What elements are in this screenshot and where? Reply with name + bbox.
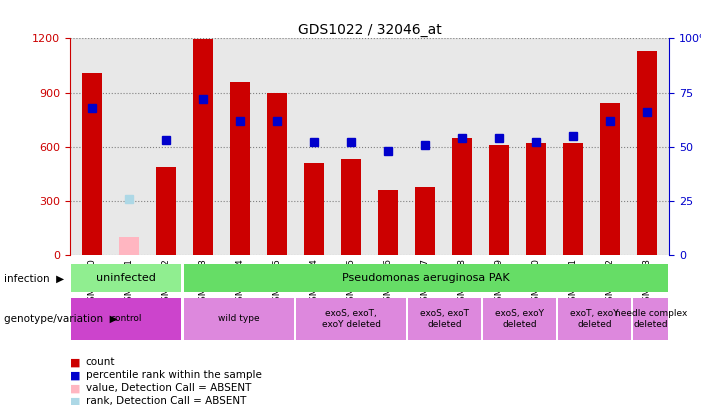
Bar <box>82 73 102 255</box>
Bar <box>184 264 668 292</box>
Text: ■: ■ <box>70 358 81 367</box>
Title: GDS1022 / 32046_at: GDS1022 / 32046_at <box>298 23 442 37</box>
Bar <box>184 298 294 340</box>
Text: count: count <box>86 358 115 367</box>
Text: infection  ▶: infection ▶ <box>4 273 64 283</box>
Bar <box>409 298 481 340</box>
Text: rank, Detection Call = ABSENT: rank, Detection Call = ABSENT <box>86 396 246 405</box>
Bar <box>489 145 510 255</box>
Bar <box>341 160 362 255</box>
Bar <box>230 82 250 255</box>
Text: value, Detection Call = ABSENT: value, Detection Call = ABSENT <box>86 384 251 393</box>
Text: ■: ■ <box>70 396 81 405</box>
Text: wild type: wild type <box>218 314 259 324</box>
Bar <box>72 264 182 292</box>
Text: exoT, exoY
deleted: exoT, exoY deleted <box>570 309 619 328</box>
Bar <box>304 163 325 255</box>
Bar <box>156 167 177 255</box>
Text: exoS, exoY
deleted: exoS, exoY deleted <box>495 309 544 328</box>
Text: control: control <box>111 314 142 324</box>
Bar <box>119 237 139 255</box>
Text: genotype/variation  ▶: genotype/variation ▶ <box>4 314 117 324</box>
Text: exoS, exoT,
exoY deleted: exoS, exoT, exoY deleted <box>322 309 381 328</box>
Bar <box>296 298 406 340</box>
Text: exoS, exoT
deleted: exoS, exoT deleted <box>420 309 469 328</box>
Bar <box>600 103 620 255</box>
Text: percentile rank within the sample: percentile rank within the sample <box>86 371 261 380</box>
Bar <box>193 39 214 255</box>
Bar <box>378 190 398 255</box>
Bar <box>452 138 472 255</box>
Bar <box>526 143 547 255</box>
Text: Pseudomonas aeruginosa PAK: Pseudomonas aeruginosa PAK <box>342 273 510 283</box>
Bar <box>558 298 631 340</box>
Text: uninfected: uninfected <box>96 273 156 283</box>
Bar <box>637 51 658 255</box>
Bar <box>483 298 556 340</box>
Bar <box>563 143 583 255</box>
Text: ■: ■ <box>70 371 81 380</box>
Bar <box>72 298 182 340</box>
Bar <box>267 93 287 255</box>
Text: ■: ■ <box>70 384 81 393</box>
Text: needle complex
deleted: needle complex deleted <box>615 309 687 328</box>
Bar <box>415 187 435 255</box>
Bar <box>633 298 668 340</box>
